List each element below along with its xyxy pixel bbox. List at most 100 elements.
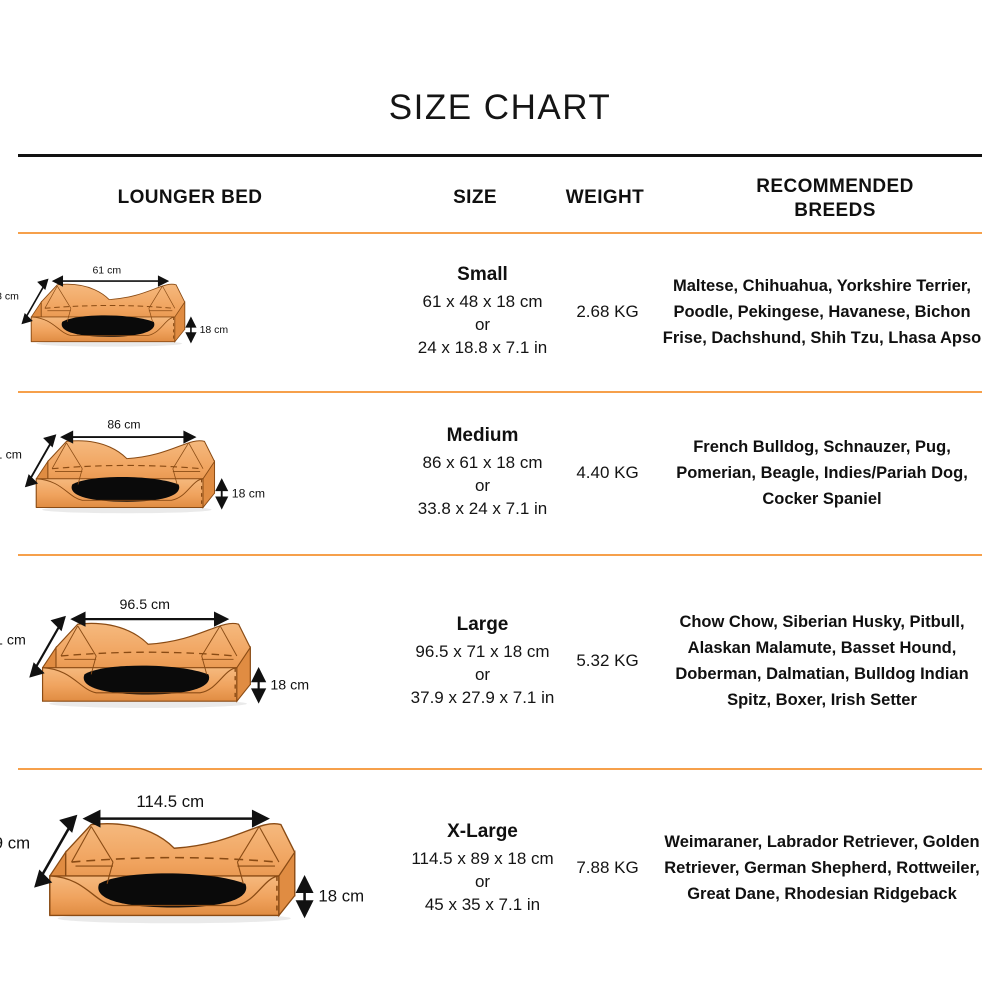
width-dimension-label: 114.5 cm (136, 792, 204, 811)
size-dimensions-cm: 114.5 x 89 x 18 cm (411, 848, 554, 868)
width-dimension-label: 61 cm (92, 264, 121, 276)
width-arrow-head-right (251, 809, 270, 828)
height-dimension-label: 18 cm (232, 486, 265, 500)
depth-arrow-head-top (37, 278, 49, 290)
width-arrow-head-left (70, 611, 86, 627)
weight-cell: 4.40 KG (576, 462, 639, 482)
size-cell: Small 61 x 48 x 18 cm or 24 x 18.8 x 7.1… (390, 232, 575, 391)
bed-front-lip (36, 477, 204, 501)
bed-seam-lines (71, 826, 280, 884)
column-header-size: SIZE (453, 187, 497, 208)
dog-bed-drawing: 114.5 cm 89 cm 18 cm (0, 792, 364, 924)
width-dimension-label: 86 cm (107, 417, 140, 431)
size-name: X-Large (447, 820, 518, 842)
size-name: Large (456, 613, 509, 635)
height-arrow-head-bottom (215, 496, 229, 510)
depth-arrow-head-bottom (34, 869, 53, 888)
bed-top-stitching (44, 304, 174, 309)
dimension-arrows (29, 611, 267, 704)
table-row: 114.5 cm 89 cm 18 cm X-Large 114.5 x 89 … (0, 768, 1000, 968)
height-dimension-label: 18 cm (270, 677, 309, 693)
bed-right-panel (202, 459, 215, 509)
bed-illustration-xlarge: 114.5 cm 89 cm 18 cm (0, 789, 390, 947)
width-arrow-head-left (51, 274, 64, 287)
height-arrow-head-bottom (185, 331, 197, 343)
depth-arrow-head-top (59, 814, 78, 833)
bed-front-lip (31, 316, 175, 336)
breeds-cell: Maltese, Chihuahua, Yorkshire Terrier, P… (648, 232, 996, 391)
row-divider-4 (18, 768, 982, 770)
bed-illustration-cell: 114.5 cm 89 cm 18 cm (0, 768, 390, 968)
height-dimension-label: 18 cm (200, 324, 229, 336)
depth-arrow-head-bottom (21, 312, 33, 324)
size-name: Medium (446, 425, 519, 446)
height-dimension-label: 18 cm (318, 887, 364, 906)
breeds-text: Maltese, Chihuahua, Yorkshire Terrier, P… (662, 276, 982, 347)
weight-cell: 7.88 KG (576, 858, 639, 877)
breeds-cell: French Bulldog, Schnauzer, Pug, Pomerian… (648, 391, 996, 554)
dimension-arrows (34, 809, 314, 919)
size-name: Small (457, 264, 508, 285)
bed-interior-cushion (83, 665, 210, 695)
dimension-arrows (21, 274, 197, 343)
depth-arrow-head-bottom (24, 473, 39, 487)
dimension-arrows (24, 430, 229, 510)
width-arrow-head-left (60, 430, 74, 444)
size-dimensions-in: 24 x 18.8 x 7.1 in (417, 338, 548, 357)
bed-interior-cushion (98, 873, 247, 908)
bed-illustration-cell: 96.5 cm 71 cm 18 cm (0, 554, 390, 768)
height-arrow-head-bottom (295, 900, 314, 919)
width-arrow-head-right (183, 430, 197, 444)
dog-bed-drawing: 61 cm 48 cm 18 cm (0, 264, 229, 347)
height-arrow-head-top (251, 666, 267, 683)
size-dimensions-in: 45 x 35 x 7.1 in (424, 894, 541, 914)
depth-arrow-head-top (50, 615, 66, 632)
breeds-cell: Weimaraner, Labrador Retriever, Golden R… (648, 768, 996, 968)
depth-dimension-label: 61 cm (0, 447, 22, 461)
bed-interior-cushion (61, 314, 155, 337)
weight-cell: 2.68 KG (576, 301, 639, 321)
size-or-separator: or (474, 315, 491, 334)
column-header-weight: WEIGHT (565, 187, 645, 208)
bed-right-panel (236, 645, 251, 703)
height-arrow-head-top (185, 315, 197, 328)
header-top-rule (18, 154, 982, 157)
size-dimensions-cm: 61 x 48 x 18 cm (422, 292, 543, 311)
bed-seam-lines (44, 285, 176, 322)
column-header-breeds-line-1: RECOMMENDED (756, 176, 914, 197)
bed-seam-lines (51, 442, 204, 485)
breeds-text: Weimaraner, Labrador Retriever, Golden R… (664, 833, 980, 903)
dog-bed-drawing: 86 cm 61 cm 18 cm (0, 417, 265, 513)
bed-front-lip (49, 875, 280, 907)
size-dimensions-cm: 86 x 61 x 18 cm (422, 453, 543, 472)
dog-bed-drawing: 96.5 cm 71 cm 18 cm (0, 597, 309, 708)
weight-cell: 5.32 KG (576, 651, 639, 670)
bed-front-lip (42, 667, 237, 694)
depth-dimension-label: 48 cm (0, 290, 19, 302)
column-header-lounger-bed: LOUNGER BED (117, 187, 263, 208)
table-header-row: LOUNGER BED SIZE WEIGHT RECOMMENDED BREE… (0, 175, 1000, 227)
depth-arrow-head-bottom (29, 662, 45, 678)
row-divider-2 (18, 391, 982, 393)
bed-illustration-cell: 61 cm 48 cm 18 cm (0, 232, 390, 391)
bed-top-stitching (71, 856, 278, 863)
depth-dimension-label: 89 cm (0, 833, 30, 852)
table-row: 96.5 cm 71 cm 18 cm Large 96.5 x 71 x 18… (0, 554, 1000, 768)
size-dimensions-in: 33.8 x 24 x 7.1 in (417, 499, 548, 518)
bed-illustration-small: 61 cm 48 cm 18 cm (0, 262, 390, 361)
depth-arrow-head-top (43, 433, 57, 447)
width-dimension-label: 96.5 cm (119, 597, 170, 613)
size-cell: Medium 86 x 61 x 18 cm or 33.8 x 24 x 7.… (390, 391, 575, 554)
page-title: SIZE CHART (388, 88, 612, 127)
bed-illustration-medium: 86 cm 61 cm 18 cm (0, 415, 390, 530)
bed-right-panel (174, 300, 186, 343)
row-divider-3 (18, 554, 982, 556)
size-or-separator: or (474, 664, 491, 684)
size-dimensions-cm: 96.5 x 71 x 18 cm (415, 641, 550, 661)
height-arrow-head-top (295, 875, 314, 893)
bed-interior-cushion (71, 476, 180, 502)
size-or-separator: or (474, 476, 491, 495)
table-row: 86 cm 61 cm 18 cm Medium 86 x 61 x 18 cm… (0, 391, 1000, 554)
table-row: 61 cm 48 cm 18 cm Small 61 x 48 x 18 cm … (0, 232, 1000, 391)
